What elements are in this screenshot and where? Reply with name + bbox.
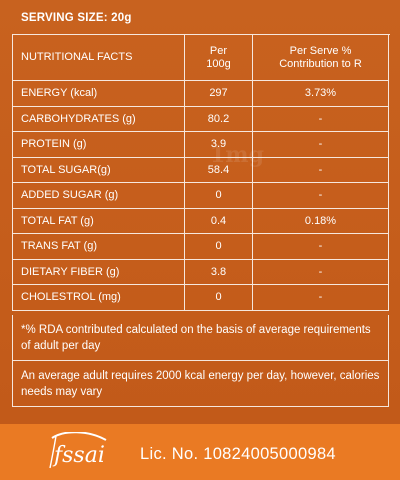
header-contribution: Per Serve % Contribution to R (253, 35, 389, 81)
contribution-value: - (253, 157, 389, 183)
per-100g-value: 0 (185, 234, 253, 260)
nutrient-name: ENERGY (kcal) (13, 81, 185, 107)
contribution-value: - (253, 132, 389, 158)
nutrient-name: TOTAL FAT (g) (13, 208, 185, 234)
nutrient-name: CARBOHYDRATES (g) (13, 106, 185, 132)
nutrient-name: PROTEIN (g) (13, 132, 185, 158)
contribution-value: - (253, 285, 389, 311)
contribution-value: - (253, 106, 389, 132)
per-100g-value: 3.9 (185, 132, 253, 158)
per-100g-value: 0 (185, 285, 253, 311)
nutrient-name: TRANS FAT (g) (13, 234, 185, 260)
nutrient-name: DIETARY FIBER (g) (13, 259, 185, 285)
table-row: ENERGY (kcal) 297 3.73% (13, 81, 390, 107)
rda-note: *% RDA contributed calculated on the bas… (12, 315, 389, 361)
fssai-logo: fssai (49, 432, 107, 469)
table-row: CHOLESTROL (mg) 0- (13, 285, 390, 311)
nutrient-name: TOTAL SUGAR(g) (13, 157, 185, 183)
header-contribution-line2: Contribution to R (279, 57, 362, 70)
nutrient-name: ADDED SUGAR (g) (13, 183, 185, 209)
per-100g-value: 297 (185, 81, 253, 107)
nutrition-table: NUTRITIONAL FACTS Per 100g Per Serve % C… (12, 34, 390, 311)
per-100g-value: 0.4 (185, 208, 253, 234)
table-row: PROTEIN (g) 3.9- (13, 132, 390, 158)
per-100g-value: 80.2 (185, 106, 253, 132)
nutrient-name: CHOLESTROL (mg) (13, 285, 185, 311)
table-row: TOTAL FAT (g) 0.4 0.18% (13, 208, 390, 234)
header-contribution-line1: Per Serve % (289, 44, 352, 57)
energy-note: An average adult requires 2000 kcal ener… (12, 361, 389, 407)
table-header-row: NUTRITIONAL FACTS Per 100g Per Serve % C… (13, 35, 390, 81)
fssai-logo-text: fssai (52, 443, 105, 468)
license-number: Lic. No. 10824005000984 (140, 445, 336, 463)
header-nutritional-facts: NUTRITIONAL FACTS (13, 35, 185, 81)
nutrition-panel (0, 0, 400, 424)
table-row: TRANS FAT (g) 0- (13, 234, 390, 260)
watermark-logo: 1mg (210, 142, 264, 168)
header-nutritional-facts-label: NUTRITIONAL FACTS (21, 51, 133, 63)
per-100g-value: 0 (185, 183, 253, 209)
table-row: ADDED SUGAR (g) 0- (13, 183, 390, 209)
table-row: TOTAL SUGAR(g) 58.4- (13, 157, 390, 183)
contribution-value: 0.18% (253, 208, 389, 234)
serving-size: SERVING SIZE: 20g (21, 12, 132, 24)
header-per-100g-line2: 100g (206, 57, 231, 70)
table-row: DIETARY FIBER (g) 3.8- (13, 259, 390, 285)
header-contribution-label: Per Serve % Contribution to R (279, 45, 362, 71)
header-per-100g-line1: Per (209, 44, 228, 57)
per-100g-value: 58.4 (185, 157, 253, 183)
table-body: ENERGY (kcal) 297 3.73% CARBOHYDRATES (g) 80… (13, 81, 390, 311)
header-per-100g: Per 100g (185, 35, 253, 81)
contribution-value: - (253, 183, 389, 209)
table-row: CARBOHYDRATES (g) 80.2- (13, 106, 390, 132)
contribution-value: - (253, 234, 389, 260)
contribution-value: 3.73% (253, 81, 389, 107)
per-100g-value: 3.8 (185, 259, 253, 285)
contribution-value: - (253, 259, 389, 285)
header-per-100g-label: Per 100g (206, 45, 230, 71)
